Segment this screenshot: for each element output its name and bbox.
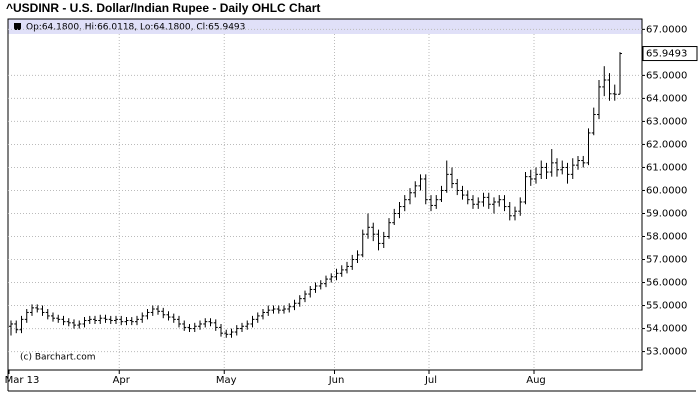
y-tick-label: 67.0000 — [646, 24, 687, 35]
x-tick-label: Apr — [113, 375, 131, 386]
header-band — [8, 19, 642, 34]
y-tick-label: 63.0000 — [646, 116, 687, 127]
header-marker — [14, 23, 21, 30]
y-tick-label: 56.0000 — [646, 278, 687, 289]
y-tick-label: 62.0000 — [646, 139, 687, 150]
x-tick-label: Jul — [424, 375, 437, 386]
chart-title: ^USDINR - U.S. Dollar/Indian Rupee - Dai… — [6, 1, 320, 15]
plot-frame — [7, 18, 643, 371]
y-tick-label: 55.0000 — [646, 301, 687, 312]
y-tick-label: 53.0000 — [646, 347, 687, 358]
source-text: (c) Barchart.com — [20, 353, 96, 363]
y-tick-label: 58.0000 — [646, 232, 687, 243]
y-tick-label: 61.0000 — [646, 162, 687, 173]
y-tick-label: 64.0000 — [646, 93, 687, 104]
last-price-label: 65.9493 — [646, 49, 687, 60]
y-tick-label: 57.0000 — [646, 255, 687, 266]
x-tick-label: Jun — [328, 375, 345, 386]
y-tick-label: 54.0000 — [646, 324, 687, 335]
x-tick-label: Aug — [526, 375, 546, 386]
header-text: Op:64.1800, Hi:66.0118, Lo:64.1800, Cl:6… — [26, 23, 245, 33]
y-tick-label: 60.0000 — [646, 185, 687, 196]
y-tick-label: 59.0000 — [646, 208, 687, 219]
y-tick-label: 65.0000 — [646, 70, 687, 81]
last-price-box — [642, 46, 698, 62]
x-tick-label: Mar 13 — [5, 375, 40, 386]
x-tick-label: May — [216, 375, 237, 386]
